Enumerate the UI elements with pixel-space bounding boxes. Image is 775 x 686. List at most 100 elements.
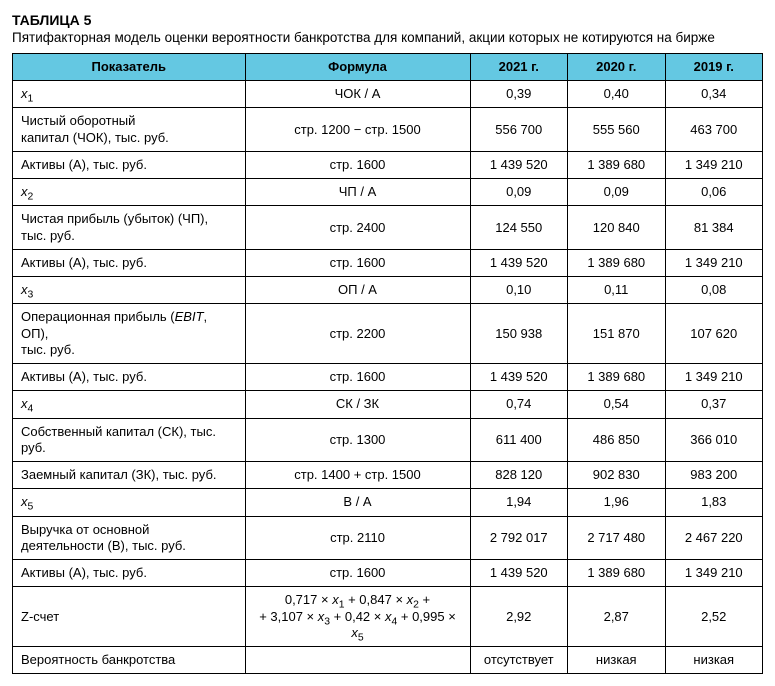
cell-y2019: 1 349 210 (665, 560, 763, 587)
table-subtitle: Пятифакторная модель оценки вероятности … (12, 30, 763, 47)
cell-formula: стр. 1600 (245, 249, 470, 276)
table-row: x5В / А1,941,961,83 (13, 489, 763, 516)
cell-y2020: 1 389 680 (568, 364, 666, 391)
table-row: Операционная прибыль (EBIT, ОП),тыс. руб… (13, 304, 763, 364)
cell-y2021: 1,94 (470, 489, 568, 516)
header-2020: 2020 г. (568, 53, 666, 80)
cell-y2021: 0,39 (470, 81, 568, 108)
cell-formula: стр. 2400 (245, 206, 470, 250)
header-2019: 2019 г. (665, 53, 763, 80)
cell-label: x5 (13, 489, 246, 516)
cell-label: Активы (А), тыс. руб. (13, 364, 246, 391)
cell-y2021: 124 550 (470, 206, 568, 250)
cell-y2021: 0,09 (470, 179, 568, 206)
cell-y2019: 2 467 220 (665, 516, 763, 560)
cell-label: x3 (13, 277, 246, 304)
table-row: x4СК / ЗК0,740,540,37 (13, 391, 763, 418)
cell-y2021: 1 439 520 (470, 151, 568, 178)
table-row: Z-счет0,717 × x1 + 0,847 × x2 ++ 3,107 ×… (13, 587, 763, 647)
table-row: Чистая прибыль (убыток) (ЧП), тыс. руб.с… (13, 206, 763, 250)
cell-y2019: 463 700 (665, 108, 763, 152)
cell-y2019: 366 010 (665, 418, 763, 462)
cell-label: Активы (А), тыс. руб. (13, 249, 246, 276)
cell-label: Активы (А), тыс. руб. (13, 560, 246, 587)
table-row: Активы (А), тыс. руб.стр. 16001 439 520 1… (13, 151, 763, 178)
cell-y2021: 1 439 520 (470, 364, 568, 391)
cell-y2019: 1,83 (665, 489, 763, 516)
cell-y2021: 150 938 (470, 304, 568, 364)
header-label: Показатель (13, 53, 246, 80)
cell-y2020: 0,54 (568, 391, 666, 418)
table-row: Активы (А), тыс. руб.стр. 16001 439 5201… (13, 364, 763, 391)
cell-label: Заемный капитал (ЗК), тыс. руб. (13, 462, 246, 489)
cell-y2021: 2,92 (470, 587, 568, 647)
cell-y2020: 902 830 (568, 462, 666, 489)
cell-y2021: 828 120 (470, 462, 568, 489)
cell-y2020: 0,11 (568, 277, 666, 304)
cell-label: x4 (13, 391, 246, 418)
cell-formula: В / А (245, 489, 470, 516)
cell-label: Операционная прибыль (EBIT, ОП),тыс. руб… (13, 304, 246, 364)
cell-formula: стр. 2200 (245, 304, 470, 364)
cell-y2020: 486 850 (568, 418, 666, 462)
cell-label: Собственный капитал (СК), тыс. руб. (13, 418, 246, 462)
header-2021: 2021 г. (470, 53, 568, 80)
cell-label: x1 (13, 81, 246, 108)
cell-y2020: низкая (568, 647, 666, 674)
cell-y2021: отсутствует (470, 647, 568, 674)
cell-y2020: 1 389 680 (568, 249, 666, 276)
cell-y2020: 1 389 680 (568, 560, 666, 587)
cell-y2021: 0,74 (470, 391, 568, 418)
cell-y2019: 1 349 210 (665, 151, 763, 178)
cell-y2021: 0,10 (470, 277, 568, 304)
cell-y2019: 1 349 210 (665, 364, 763, 391)
table-title: ТАБЛИЦА 5 (12, 12, 763, 28)
cell-y2020: 2,87 (568, 587, 666, 647)
cell-y2019: 0,08 (665, 277, 763, 304)
cell-label: Активы (А), тыс. руб. (13, 151, 246, 178)
cell-label: Z-счет (13, 587, 246, 647)
cell-label: Чистый оборотныйкапитал (ЧОК), тыс. руб. (13, 108, 246, 152)
cell-y2020: 1,96 (568, 489, 666, 516)
table-row: Выручка от основнойдеятельности (В), тыс… (13, 516, 763, 560)
cell-y2021: 611 400 (470, 418, 568, 462)
header-formula: Формула (245, 53, 470, 80)
cell-y2020: 120 840 (568, 206, 666, 250)
cell-y2021: 2 792 017 (470, 516, 568, 560)
cell-y2019: 0,06 (665, 179, 763, 206)
table-row: x2ЧП / А0,090,090,06 (13, 179, 763, 206)
cell-y2019: 1 349 210 (665, 249, 763, 276)
table-row: Вероятность банкротстваотсутствуетнизкая… (13, 647, 763, 674)
cell-formula: стр. 1400 + стр. 1500 (245, 462, 470, 489)
cell-y2019: 0,37 (665, 391, 763, 418)
cell-formula: ОП / А (245, 277, 470, 304)
table-row: Активы (А), тыс. руб.стр. 16001 439 5201… (13, 249, 763, 276)
cell-y2019: низкая (665, 647, 763, 674)
cell-y2021: 1 439 520 (470, 249, 568, 276)
table-row: Заемный капитал (ЗК), тыс. руб.стр. 1400… (13, 462, 763, 489)
cell-y2020: 0,40 (568, 81, 666, 108)
cell-y2019: 81 384 (665, 206, 763, 250)
cell-y2020: 555 560 (568, 108, 666, 152)
cell-y2021: 1 439 520 (470, 560, 568, 587)
cell-formula: стр. 1200 − стр. 1500 (245, 108, 470, 152)
table-row: Собственный капитал (СК), тыс. руб.стр. … (13, 418, 763, 462)
cell-formula: стр. 1600 (245, 364, 470, 391)
cell-formula: СК / ЗК (245, 391, 470, 418)
table-header-row: Показатель Формула 2021 г. 2020 г. 2019 … (13, 53, 763, 80)
cell-label: Выручка от основнойдеятельности (В), тыс… (13, 516, 246, 560)
cell-formula: ЧОК / А (245, 81, 470, 108)
cell-y2019: 2,52 (665, 587, 763, 647)
table-row: x3ОП / А0,100,110,08 (13, 277, 763, 304)
cell-formula (245, 647, 470, 674)
cell-formula: стр. 1600 (245, 151, 470, 178)
cell-formula: стр. 1300 (245, 418, 470, 462)
bankruptcy-model-table: Показатель Формула 2021 г. 2020 г. 2019 … (12, 53, 763, 675)
table-row: Активы (А), тыс. руб.стр. 16001 439 5201… (13, 560, 763, 587)
cell-formula: стр. 1600 (245, 560, 470, 587)
cell-label: x2 (13, 179, 246, 206)
cell-y2020: 151 870 (568, 304, 666, 364)
cell-y2019: 0,34 (665, 81, 763, 108)
table-row: x1ЧОК / А0,390,400,34 (13, 81, 763, 108)
table-body: x1ЧОК / А0,390,400,34Чистый оборотныйкап… (13, 81, 763, 674)
